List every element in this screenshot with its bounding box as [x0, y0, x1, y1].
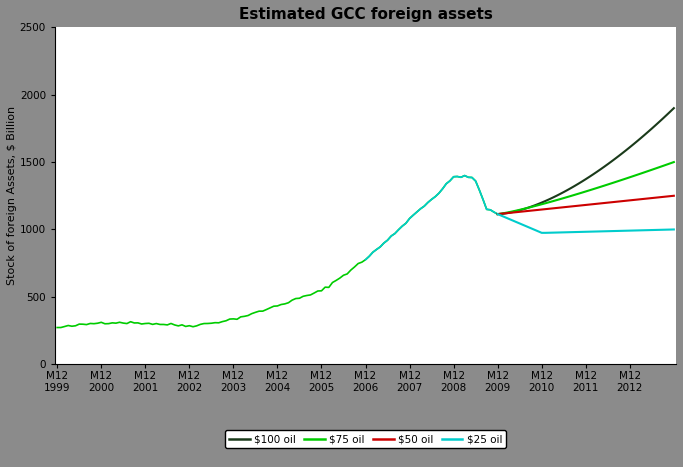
Y-axis label: Stock of foreign Assets, $ Billion: Stock of foreign Assets, $ Billion — [7, 106, 17, 285]
Legend: $100 oil, $75 oil, $50 oil, $25 oil: $100 oil, $75 oil, $50 oil, $25 oil — [225, 430, 506, 448]
Title: Estimated GCC foreign assets: Estimated GCC foreign assets — [238, 7, 492, 22]
